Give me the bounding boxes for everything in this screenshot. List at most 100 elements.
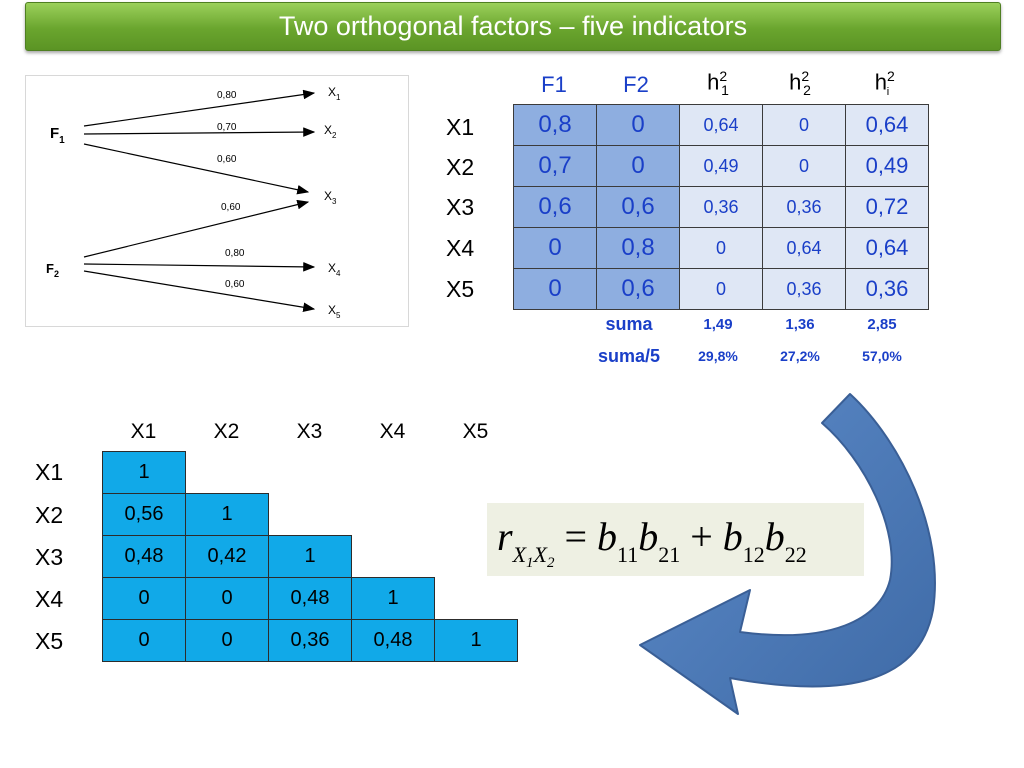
- communality-hi-x1: 0,64: [845, 104, 929, 146]
- loadings-row-label-x5: X5: [446, 276, 475, 302]
- table-row: 0,8 0 0,64 0 0,64: [513, 104, 929, 146]
- indicator-label-x1: X1: [328, 85, 341, 102]
- communality-h1-x5: 0: [679, 268, 763, 310]
- suma5-h1: 29,8%: [698, 348, 738, 364]
- formula-plus: +: [690, 514, 713, 559]
- communality-hi-x2: 0,49: [845, 145, 929, 187]
- table-row: 0,7 0 0,49 0 0,49: [513, 145, 929, 187]
- formula-term-b22: b22: [764, 514, 807, 567]
- corr-col-header-x3: X3: [296, 420, 323, 443]
- weight-f2-x5: 0,60: [225, 279, 245, 290]
- correlation-matrix: 1 0,56 1 0,48 0,42 1 0 0 0,48 1 0 0 0,36…: [102, 451, 518, 662]
- loading-f1-x2: 0,7: [513, 145, 597, 187]
- corr-row-label-x4: X4: [35, 586, 64, 612]
- curved-arrow-shape: [639, 393, 936, 715]
- table-row: 0 0,6 0 0,36 0,36: [513, 268, 929, 310]
- corr-x5-x1: 0: [102, 619, 186, 662]
- suma-label: suma: [605, 314, 653, 334]
- corr-col-header-x2: X2: [213, 420, 240, 443]
- loading-f2-x1: 0: [596, 104, 680, 146]
- corr-col-header-x4: X4: [379, 420, 406, 443]
- indicator-label-x2: X2: [324, 123, 337, 140]
- factor-label-f2: F2: [46, 261, 59, 279]
- table-row: 1: [102, 451, 518, 494]
- table-row: 0,56 1: [102, 493, 518, 536]
- corr-x4-x3: 0,48: [268, 577, 352, 620]
- loadings-row-label-x2: X2: [446, 154, 475, 180]
- communality-h1-x2: 0,49: [679, 145, 763, 187]
- communality-hi-x3: 0,72: [845, 186, 929, 228]
- path-f2-x4: [83, 262, 316, 272]
- loadings-table: 0,8 0 0,64 0 0,64 0,7 0 0,49 0 0,49 0,6 …: [513, 104, 929, 310]
- table-row: 0,6 0,6 0,36 0,36 0,72: [513, 186, 929, 228]
- path-f2-x3: [83, 199, 310, 258]
- loadings-row-label-x4: X4: [446, 235, 475, 261]
- formula-term-b11: b11: [597, 514, 639, 567]
- loading-f2-x4: 0,8: [596, 227, 680, 269]
- communality-h2-x1: 0: [762, 104, 846, 146]
- suma5-hi: 57,0%: [862, 348, 902, 364]
- loadings-header-h2: h22: [789, 68, 811, 98]
- suma-h2: 1,36: [785, 316, 815, 333]
- weight-f1-x1: 0,80: [217, 90, 237, 101]
- corr-x3-x3: 1: [268, 535, 352, 578]
- corr-row-label-x2: X2: [35, 502, 64, 528]
- loading-f2-x3: 0,6: [596, 186, 680, 228]
- communality-h2-x4: 0,64: [762, 227, 846, 269]
- corr-x2-x2: 1: [185, 493, 269, 536]
- loadings-header-f1: F1: [541, 72, 567, 97]
- weight-f2-x3: 0,60: [221, 202, 241, 213]
- weight-f2-x4: 0,80: [225, 248, 245, 259]
- path-diagram-svg: 0,80 0,70 0,60 0,60 0,80 0,60 F1 F2 X1 X…: [46, 85, 341, 320]
- formula-lhs-subscript: X1X2: [512, 542, 555, 571]
- formula-equals: =: [564, 514, 588, 559]
- communality-hi-x4: 0,64: [845, 227, 929, 269]
- path-f1-x2: [83, 127, 316, 137]
- corr-x3-x2: 0,42: [185, 535, 269, 578]
- loadings-row-label-x3: X3: [446, 194, 475, 220]
- communality-h2-x2: 0: [762, 145, 846, 187]
- path-f1-x3: [83, 143, 310, 195]
- loadings-row-label-x1: X1: [446, 114, 475, 140]
- path-f1-x1: [83, 89, 316, 127]
- loadings-header-h1: h21: [707, 68, 729, 98]
- indicator-label-x4: X4: [328, 261, 341, 278]
- loadings-header-f2: F2: [623, 72, 649, 97]
- loading-f1-x5: 0: [513, 268, 597, 310]
- corr-row-label-x5: X5: [35, 628, 64, 654]
- formula-term-b21: b21: [638, 514, 681, 567]
- suma-hi: 2,85: [867, 316, 897, 333]
- loading-f2-x2: 0: [596, 145, 680, 187]
- indicator-label-x5: X5: [328, 303, 341, 320]
- corr-x3-x1: 0,48: [102, 535, 186, 578]
- path-diagram: 0,80 0,70 0,60 0,60 0,80 0,60 F1 F2 X1 X…: [25, 75, 409, 327]
- loading-f1-x1: 0,8: [513, 104, 597, 146]
- suma5-label: suma/5: [597, 346, 661, 366]
- communality-h1-x1: 0,64: [679, 104, 763, 146]
- suma-h1: 1,49: [703, 316, 733, 333]
- corr-col-header-x5: X5: [462, 420, 489, 443]
- formula-lhs: r: [497, 514, 513, 559]
- loading-f1-x4: 0: [513, 227, 597, 269]
- corr-row-label-x1: X1: [35, 459, 64, 485]
- corr-x4-x2: 0: [185, 577, 269, 620]
- weight-f1-x2: 0,70: [217, 122, 237, 133]
- loading-f1-x3: 0,6: [513, 186, 597, 228]
- correlation-formula: rX1X2 = b11b21 + b12b22: [487, 503, 864, 576]
- corr-x4-x4: 1: [351, 577, 435, 620]
- indicator-label-x3: X3: [324, 189, 337, 206]
- corr-row-label-x3: X3: [35, 544, 64, 570]
- slide-title: Two orthogonal factors – five indicators: [25, 2, 1001, 51]
- corr-x5-x4: 0,48: [351, 619, 435, 662]
- suma5-h2: 27,2%: [780, 348, 820, 364]
- table-row: 0,48 0,42 1: [102, 535, 518, 578]
- corr-x1-x1: 1: [102, 451, 186, 494]
- corr-x5-x3: 0,36: [268, 619, 352, 662]
- communality-h1-x4: 0: [679, 227, 763, 269]
- formula-term-b12: b12: [722, 514, 765, 567]
- loading-f2-x5: 0,6: [596, 268, 680, 310]
- communality-h2-x3: 0,36: [762, 186, 846, 228]
- communality-h2-x5: 0,36: [762, 268, 846, 310]
- table-row: 0 0 0,48 1: [102, 577, 518, 620]
- table-row: 0 0,8 0 0,64 0,64: [513, 227, 929, 269]
